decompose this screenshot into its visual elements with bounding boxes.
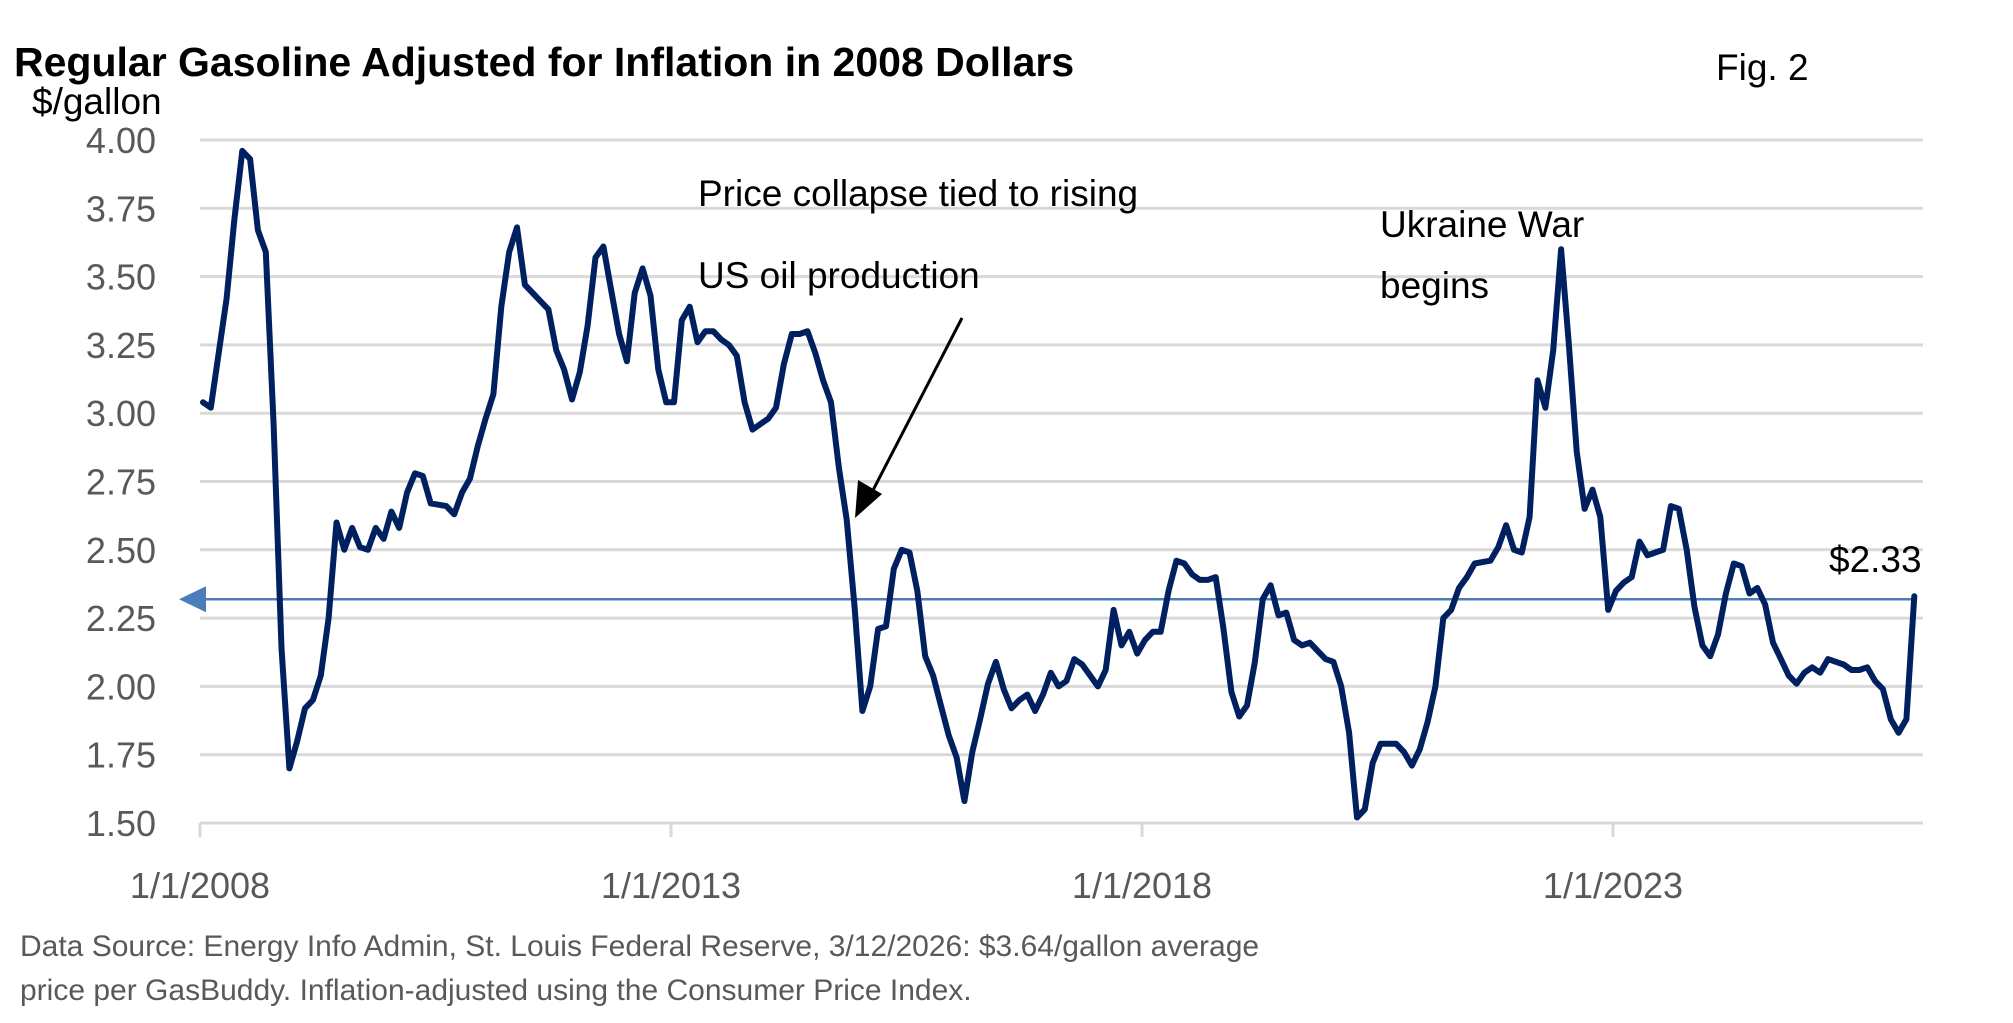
annotation-arrow-shaft — [868, 317, 964, 497]
y-tick-label: 3.50 — [86, 257, 156, 298]
reference-arrowhead-icon — [179, 586, 206, 613]
x-tick-label: 1/1/2018 — [1072, 865, 1212, 906]
reference-line-group — [179, 586, 1915, 613]
y-tick-label: 2.75 — [86, 462, 156, 503]
source-note-line-2: price per GasBuddy. Inflation-adjusted u… — [20, 974, 972, 1007]
figure-label: Fig. 2 — [1716, 47, 1809, 88]
annotation-line: Ukraine War — [1380, 204, 1584, 245]
x-tick-label: 1/1/2008 — [130, 865, 270, 906]
y-tick-label: 3.75 — [86, 188, 156, 229]
annotation-arrowhead-icon — [855, 480, 882, 518]
series-line — [200, 147, 1918, 821]
y-tick-label: 1.75 — [86, 735, 156, 776]
annotation-line: begins — [1380, 265, 1489, 306]
y-tick-label: 3.25 — [86, 325, 156, 366]
annotation-us-oil-production: Price collapse tied to rising US oil pro… — [698, 173, 1138, 518]
reference-value-label: $2.33 — [1829, 539, 1922, 580]
y-tick-label: 2.00 — [86, 666, 156, 707]
x-tick-label: 1/1/2013 — [601, 865, 741, 906]
source-note-line-1: Data Source: Energy Info Admin, St. Loui… — [20, 930, 1259, 963]
annotation-line: US oil production — [698, 255, 980, 296]
x-axis-ticks: 1/1/2008 1/1/2013 1/1/2018 1/1/2023 — [130, 823, 1683, 906]
chart-title: Regular Gasoline Adjusted for Inflation … — [14, 39, 1074, 85]
y-tick-label: 1.50 — [86, 803, 156, 844]
series-group — [200, 147, 1918, 821]
y-axis-label: $/gallon — [32, 81, 162, 122]
annotation-ukraine-war: Ukraine War begins — [1380, 204, 1584, 306]
annotation-line: Price collapse tied to rising — [698, 173, 1138, 214]
gridlines — [200, 138, 1923, 825]
y-tick-label: 2.25 — [86, 598, 156, 639]
y-tick-label: 2.50 — [86, 530, 156, 571]
y-tick-label: 3.00 — [86, 393, 156, 434]
x-tick-label: 1/1/2023 — [1543, 865, 1683, 906]
y-axis-ticks: 4.00 3.75 3.50 3.25 3.00 2.75 2.50 2.25 2.00 1.75… — [86, 120, 156, 844]
y-tick-label: 4.00 — [86, 120, 156, 161]
